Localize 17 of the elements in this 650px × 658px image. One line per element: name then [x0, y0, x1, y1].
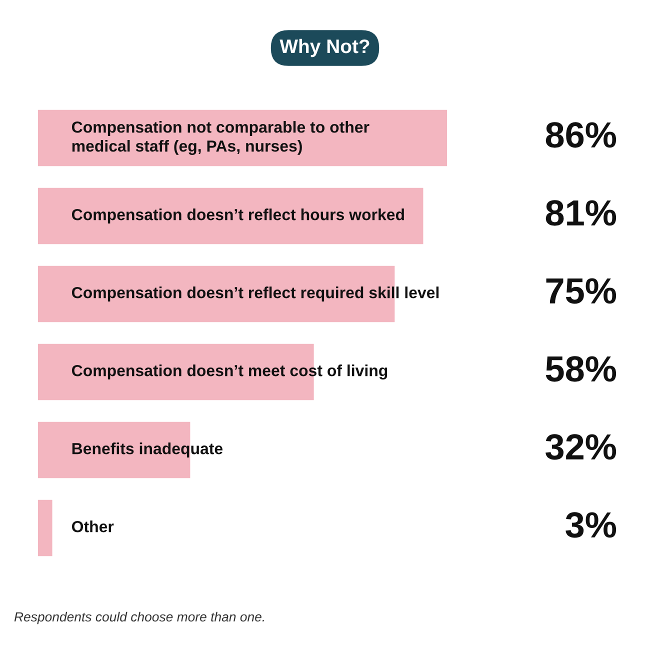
y-tick-label: Compensation doesn’t reflect required skill level [72, 286, 439, 302]
y-tick-label: Compensation doesn’t meet cost of living [72, 364, 388, 380]
data-label: 75% [546, 278, 616, 304]
data-label: 86% [546, 122, 616, 148]
bar [38, 110, 447, 166]
data-label: 3% [566, 512, 616, 538]
bar [38, 500, 52, 556]
y-tick-label: Compensation not comparable to other medical staff (eg, PAs, nurses) [72, 121, 370, 155]
chart-title: Why Not? [280, 38, 370, 58]
y-tick-label: Other [72, 520, 114, 532]
bar [38, 188, 424, 244]
text: Respondents could choose more than one. [14, 612, 264, 624]
data-label: 81% [546, 200, 616, 226]
y-tick-label: Compensation doesn’t reflect hours worked [72, 208, 404, 224]
data-label: 58% [546, 356, 616, 382]
y-tick-label: Benefits inadequate [72, 442, 223, 458]
data-label: 32% [546, 434, 616, 460]
